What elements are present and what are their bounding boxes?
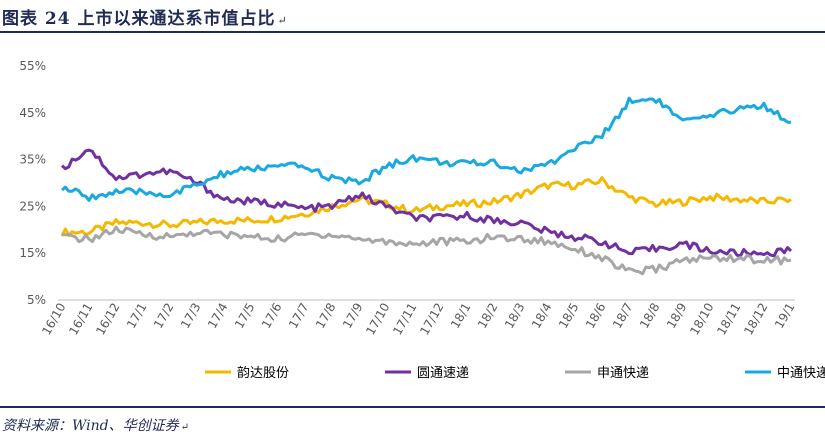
x-tick-label: 17/6 bbox=[259, 301, 285, 331]
figure-title-text: 图表 24 上市以来通达系市值占比 bbox=[2, 9, 276, 29]
x-tick-label: 18/3 bbox=[502, 301, 528, 331]
series-line bbox=[60, 176, 792, 237]
return-mark-icon: ↵ bbox=[277, 14, 288, 27]
figure-footer: 资料来源：Wind、华创证券 ↵ bbox=[0, 406, 825, 439]
x-tick-label: 18/9 bbox=[664, 301, 690, 331]
y-tick-label: 55% bbox=[19, 59, 46, 73]
x-tick-label: 17/11 bbox=[390, 301, 419, 338]
x-tick-label: 18/5 bbox=[556, 301, 582, 331]
x-tick-label: 17/1 bbox=[124, 301, 150, 331]
x-tick-label: 16/11 bbox=[66, 301, 95, 338]
x-tick-label: 17/12 bbox=[417, 301, 446, 338]
figure-title: 图表 24 上市以来通达系市值占比 ↵ bbox=[2, 4, 288, 29]
y-tick-label: 5% bbox=[27, 293, 46, 307]
x-tick-label: 18/8 bbox=[637, 301, 663, 331]
y-tick-label: 15% bbox=[19, 246, 46, 260]
source-text: 资料来源：Wind、华创证券 bbox=[2, 418, 179, 434]
x-tick-label: 18/11 bbox=[714, 301, 743, 338]
series-line bbox=[60, 148, 793, 258]
x-tick-label: 17/9 bbox=[340, 301, 366, 331]
legend-label: 圆通速递 bbox=[417, 366, 469, 381]
x-tick-label: 18/4 bbox=[529, 301, 555, 331]
x-tick-label: 17/4 bbox=[205, 301, 231, 331]
y-tick-label: 35% bbox=[19, 153, 46, 167]
header-divider bbox=[0, 31, 825, 33]
x-tick-label: 17/8 bbox=[313, 301, 339, 331]
footer-divider bbox=[0, 406, 825, 408]
x-tick-label: 17/2 bbox=[151, 301, 177, 331]
return-mark-icon: ↵ bbox=[180, 422, 189, 433]
x-tick-label: 17/7 bbox=[286, 301, 312, 331]
x-tick-label: 18/2 bbox=[475, 301, 501, 331]
x-tick-label: 18/12 bbox=[741, 301, 770, 338]
x-tick-label: 17/5 bbox=[232, 301, 258, 331]
x-tick-label: 17/3 bbox=[178, 301, 204, 331]
legend-label: 韵达股份 bbox=[237, 366, 289, 381]
x-tick-label: 18/6 bbox=[583, 301, 609, 331]
x-tick-label: 17/10 bbox=[363, 301, 392, 338]
x-tick-label: 18/10 bbox=[687, 301, 716, 338]
x-tick-label: 16/12 bbox=[93, 301, 122, 338]
legend: 韵达股份 圆通速递 申通快递 中通快递 bbox=[205, 366, 825, 381]
figure-header: 图表 24 上市以来通达系市值占比 ↵ bbox=[0, 0, 825, 33]
legend-label: 申通快递 bbox=[597, 366, 649, 381]
series-line bbox=[61, 225, 792, 276]
x-tick-label: 18/1 bbox=[448, 301, 474, 331]
y-axis: 5% 15% 25% 35% 45% 55% bbox=[19, 59, 46, 307]
y-tick-label: 25% bbox=[19, 199, 46, 213]
source-note: 资料来源：Wind、华创证券 ↵ bbox=[2, 415, 189, 435]
x-tick-label: 19/1 bbox=[772, 301, 798, 331]
series-layer bbox=[60, 96, 793, 276]
y-tick-label: 45% bbox=[19, 106, 46, 120]
legend-label: 中通快递 bbox=[777, 366, 825, 381]
series-line bbox=[61, 96, 791, 202]
x-tick-label: 18/7 bbox=[610, 301, 636, 331]
